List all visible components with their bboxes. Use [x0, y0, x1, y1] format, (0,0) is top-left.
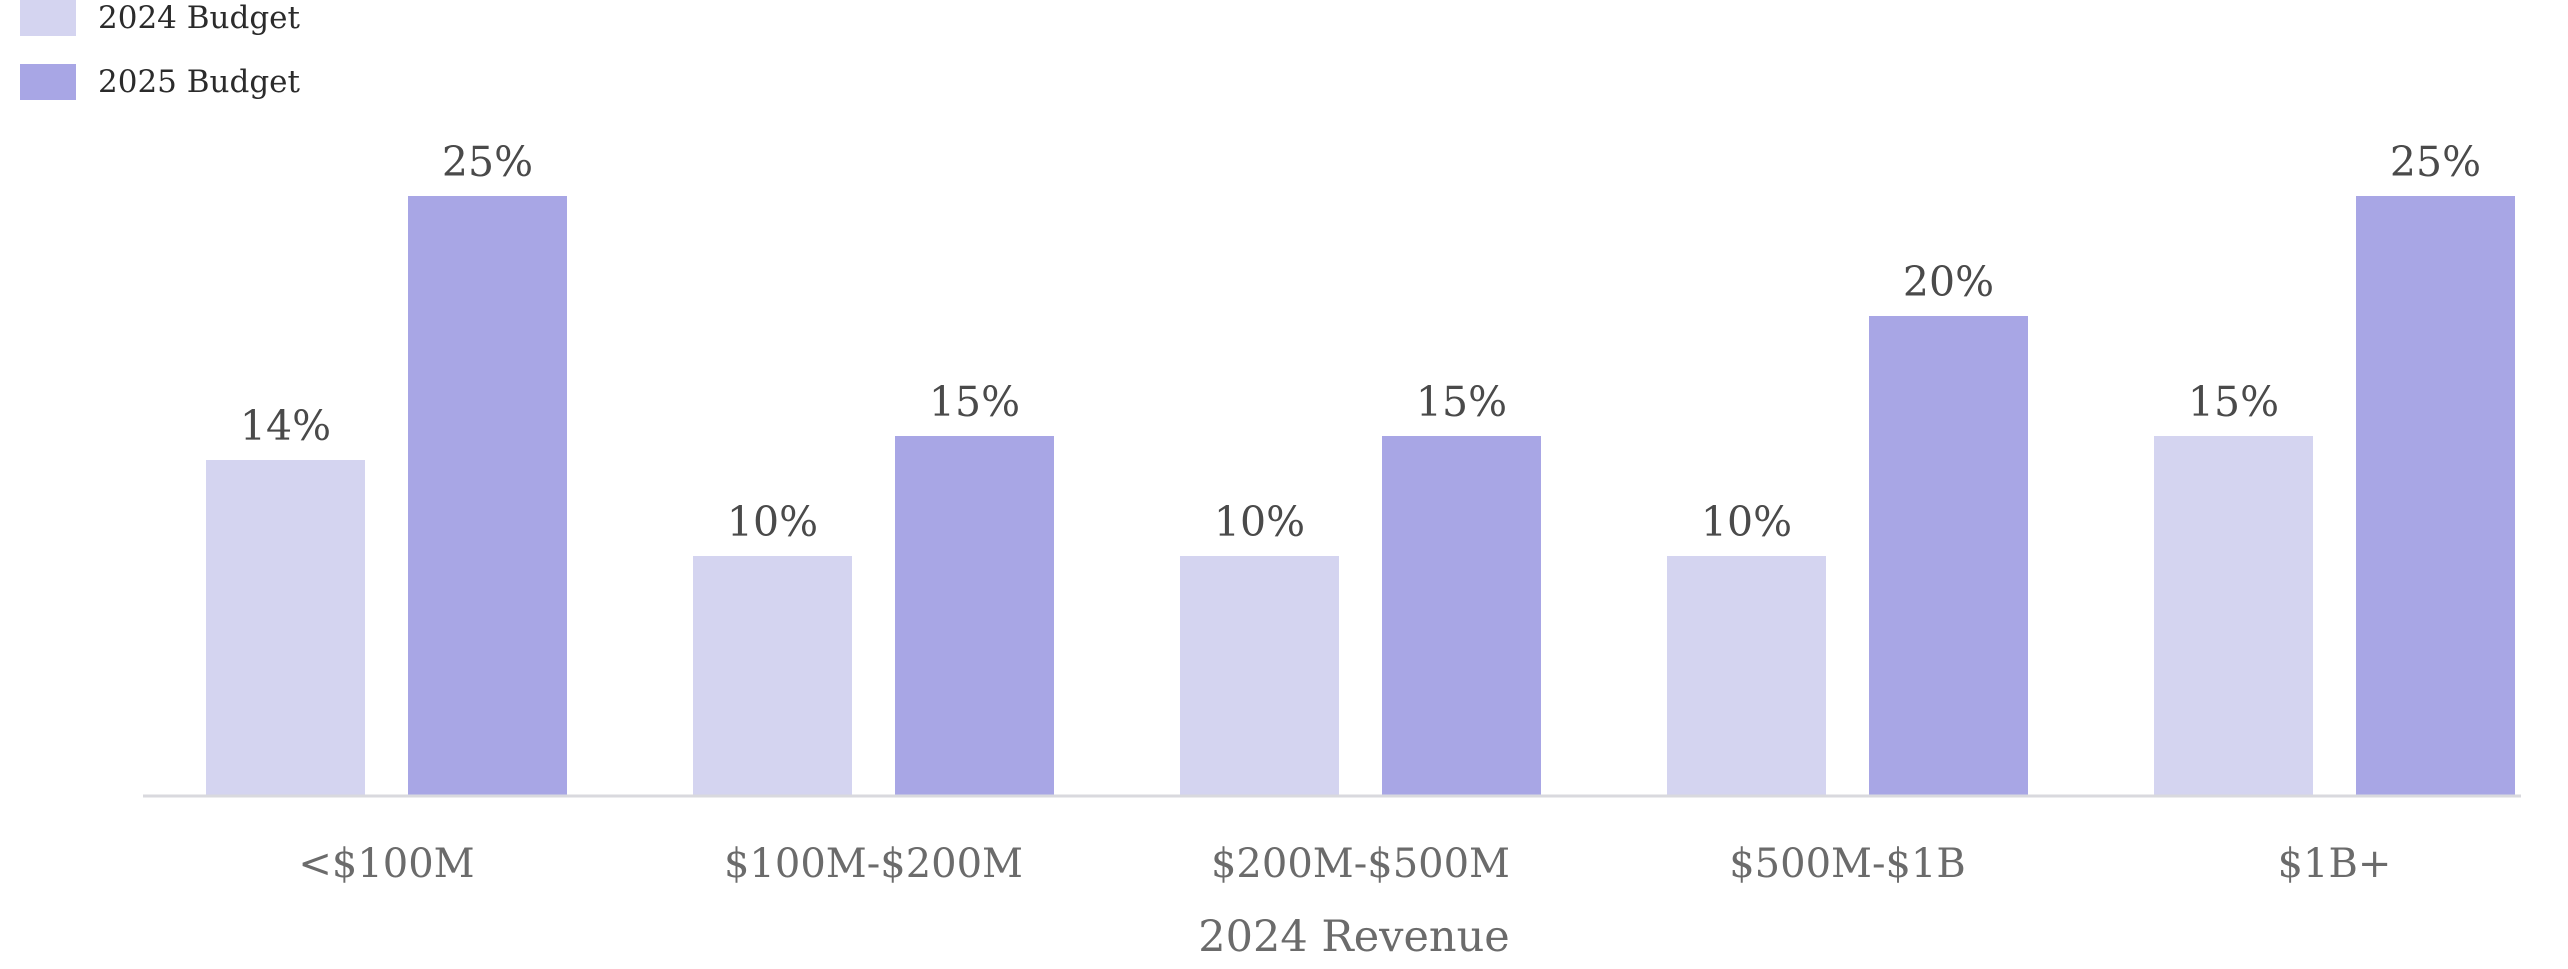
bar-2025-budget-1b [2356, 196, 2515, 796]
data-label-2025-budget-500m-1b: 20% [1903, 258, 1994, 306]
data-labels: 14% 25% 10% 15% 10% 15% 10% 20% 15% 25% [240, 138, 2481, 546]
bar-2025-budget-500m-1b [1869, 316, 2028, 796]
data-label-2024-budget-100m-200m: 10% [727, 498, 818, 546]
bar-group [206, 196, 2515, 796]
bar-2025-budget-100m [408, 196, 567, 796]
bar-2024-budget-200m-500m [1180, 556, 1339, 796]
x-tick-label-200m-500m: $200M-$500M [1211, 841, 1510, 887]
data-label-2025-budget-200m-500m: 15% [1416, 378, 1507, 426]
x-tick-label-500m-1b: $500M-$1B [1729, 841, 1966, 887]
bar-2025-budget-200m-500m [1382, 436, 1541, 796]
legend-item-2024-budget: 2024 Budget [20, 0, 300, 36]
data-label-2025-budget-1b: 25% [2390, 138, 2481, 186]
legend-label-2024-budget: 2024 Budget [98, 0, 300, 36]
bar-2024-budget-100m-200m [693, 556, 852, 796]
x-axis-title: 2024 Revenue [1198, 912, 1510, 962]
data-label-2024-budget-500m-1b: 10% [1701, 498, 1792, 546]
legend-swatch-2024-budget [20, 0, 76, 36]
data-label-2024-budget-1b: 15% [2188, 378, 2279, 426]
chart-legend: 2024 Budget 2025 Budget [20, 0, 300, 128]
legend-item-2025-budget: 2025 Budget [20, 64, 300, 100]
legend-label-2025-budget: 2025 Budget [98, 64, 300, 100]
data-label-2025-budget-100m-200m: 15% [929, 378, 1020, 426]
data-label-2025-budget-100m: 25% [442, 138, 533, 186]
bar-2025-budget-100m-200m [895, 436, 1054, 796]
bar-2024-budget-500m-1b [1667, 556, 1826, 796]
x-tick-labels: <$100M $100M-$200M $200M-$500M $500M-$1B $1B… [298, 841, 2391, 887]
data-label-2024-budget-200m-500m: 10% [1214, 498, 1305, 546]
x-tick-label-1b: $1B+ [2278, 841, 2392, 887]
x-tick-label-100m: <$100M [298, 841, 474, 887]
x-tick-label-100m-200m: $100M-$200M [724, 841, 1023, 887]
data-label-2024-budget-100m: 14% [240, 402, 331, 450]
legend-swatch-2025-budget [20, 64, 76, 100]
bar-2024-budget-1b [2154, 436, 2313, 796]
bar-2024-budget-100m [206, 460, 365, 796]
